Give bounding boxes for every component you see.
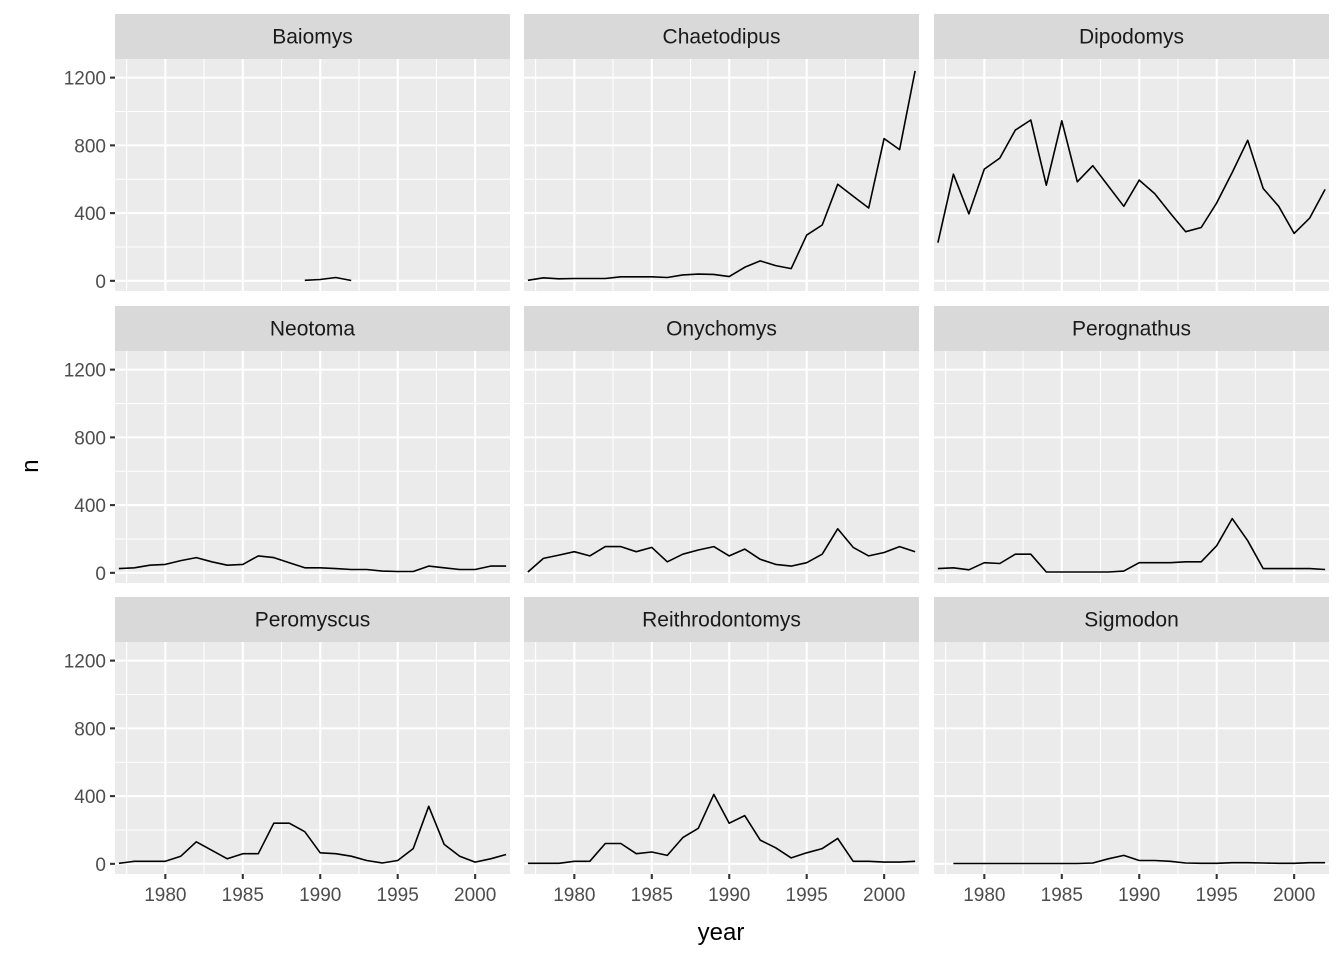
strip-chaetodipus bbox=[524, 14, 919, 59]
strip-label-neotoma: Neotoma bbox=[270, 318, 356, 341]
x-axis-title: year bbox=[698, 919, 745, 946]
x-tick-label: 2000 bbox=[863, 885, 905, 906]
y-tick-label: 400 bbox=[74, 787, 106, 808]
facet-peromyscus: Peromyscus bbox=[110, 597, 510, 879]
strip-label-sigmodon: Sigmodon bbox=[1084, 609, 1179, 632]
panel-background bbox=[524, 642, 919, 874]
strip-label-reithrodontomys: Reithrodontomys bbox=[642, 609, 801, 632]
strip-label-peromyscus: Peromyscus bbox=[255, 609, 371, 632]
strip-dipodomys bbox=[934, 14, 1329, 59]
x-tick-label: 1980 bbox=[553, 885, 595, 906]
y-tick-label: 800 bbox=[74, 136, 106, 157]
strip-sigmodon bbox=[934, 597, 1329, 642]
x-tick-label: 2000 bbox=[1273, 885, 1315, 906]
y-axis-tick-labels: 0 400 800 1200 0 400 800 1200 0 400 800 1200 bbox=[64, 69, 106, 876]
x-tick-label: 1995 bbox=[377, 885, 419, 906]
y-tick-label: 1200 bbox=[64, 69, 106, 90]
x-tick-label: 1980 bbox=[144, 885, 186, 906]
facet-reithrodontomys: Reithrodontomys bbox=[524, 597, 919, 879]
panel-background bbox=[524, 59, 919, 291]
facet-onychomys: Onychomys bbox=[524, 306, 919, 583]
panel-background bbox=[934, 59, 1329, 291]
y-tick-label: 800 bbox=[74, 719, 106, 740]
y-tick-label: 0 bbox=[95, 855, 106, 876]
x-tick-label: 1995 bbox=[786, 885, 828, 906]
x-tick-label: 1985 bbox=[222, 885, 264, 906]
strip-baiomys bbox=[115, 14, 510, 59]
x-tick-label: 1980 bbox=[963, 885, 1005, 906]
strip-label-dipodomys: Dipodomys bbox=[1079, 26, 1184, 49]
series-line-perognathus bbox=[937, 517, 1326, 573]
strip-onychomys bbox=[524, 306, 919, 351]
series-line-neotoma bbox=[118, 555, 507, 573]
facet-sigmodon: Sigmodon bbox=[934, 597, 1329, 879]
x-tick-label: 1990 bbox=[299, 885, 341, 906]
x-tick-label: 1995 bbox=[1196, 885, 1238, 906]
series-line-dipodomys bbox=[937, 119, 1326, 243]
strip-perognathus bbox=[934, 306, 1329, 351]
x-tick-label: 1990 bbox=[708, 885, 750, 906]
y-tick-label: 0 bbox=[95, 564, 106, 585]
panel-background bbox=[115, 642, 510, 874]
series-line-sigmodon bbox=[953, 854, 1326, 865]
strip-reithrodontomys bbox=[524, 597, 919, 642]
series-line-chaetodipus bbox=[527, 70, 916, 282]
y-tick-label: 0 bbox=[95, 272, 106, 293]
x-tick-label: 2000 bbox=[454, 885, 496, 906]
strip-label-baiomys: Baiomys bbox=[272, 26, 353, 49]
facet-perognathus: Perognathus bbox=[934, 306, 1329, 583]
y-tick-label: 1200 bbox=[64, 361, 106, 382]
series-line-reithrodontomys bbox=[527, 793, 916, 865]
strip-neotoma bbox=[115, 306, 510, 351]
series-line-peromyscus bbox=[118, 805, 507, 865]
x-tick-label: 1990 bbox=[1118, 885, 1160, 906]
y-axis-title: n bbox=[17, 459, 44, 472]
strip-label-chaetodipus: Chaetodipus bbox=[663, 26, 781, 49]
x-tick-label: 1985 bbox=[1041, 885, 1083, 906]
series-line-onychomys bbox=[527, 527, 916, 573]
panel-background bbox=[115, 351, 510, 583]
facet-baiomys: Baiomys bbox=[110, 14, 510, 291]
panel-background bbox=[934, 351, 1329, 583]
strip-peromyscus bbox=[115, 597, 510, 642]
strip-label-onychomys: Onychomys bbox=[666, 318, 777, 341]
x-axis-tick-labels: 1980 1985 1990 1995 2000 1980 1985 1990 1995 2000… bbox=[144, 885, 1315, 906]
panel-background bbox=[524, 351, 919, 583]
x-tick-label: 1985 bbox=[631, 885, 673, 906]
y-tick-label: 800 bbox=[74, 428, 106, 449]
y-tick-label: 400 bbox=[74, 496, 106, 517]
series-line-baiomys bbox=[304, 276, 352, 282]
y-tick-label: 1200 bbox=[64, 652, 106, 673]
facet-chaetodipus: Chaetodipus bbox=[524, 14, 919, 291]
panel-background bbox=[115, 59, 510, 291]
facet-panels: Baiomys Chaetodipus Dipodomys Neotoma Onycho… bbox=[110, 14, 1329, 879]
facet-neotoma: Neotoma bbox=[110, 306, 510, 583]
panel-background bbox=[934, 642, 1329, 874]
y-tick-label: 400 bbox=[74, 204, 106, 225]
facet-dipodomys: Dipodomys bbox=[934, 14, 1329, 291]
strip-label-perognathus: Perognathus bbox=[1072, 318, 1191, 341]
